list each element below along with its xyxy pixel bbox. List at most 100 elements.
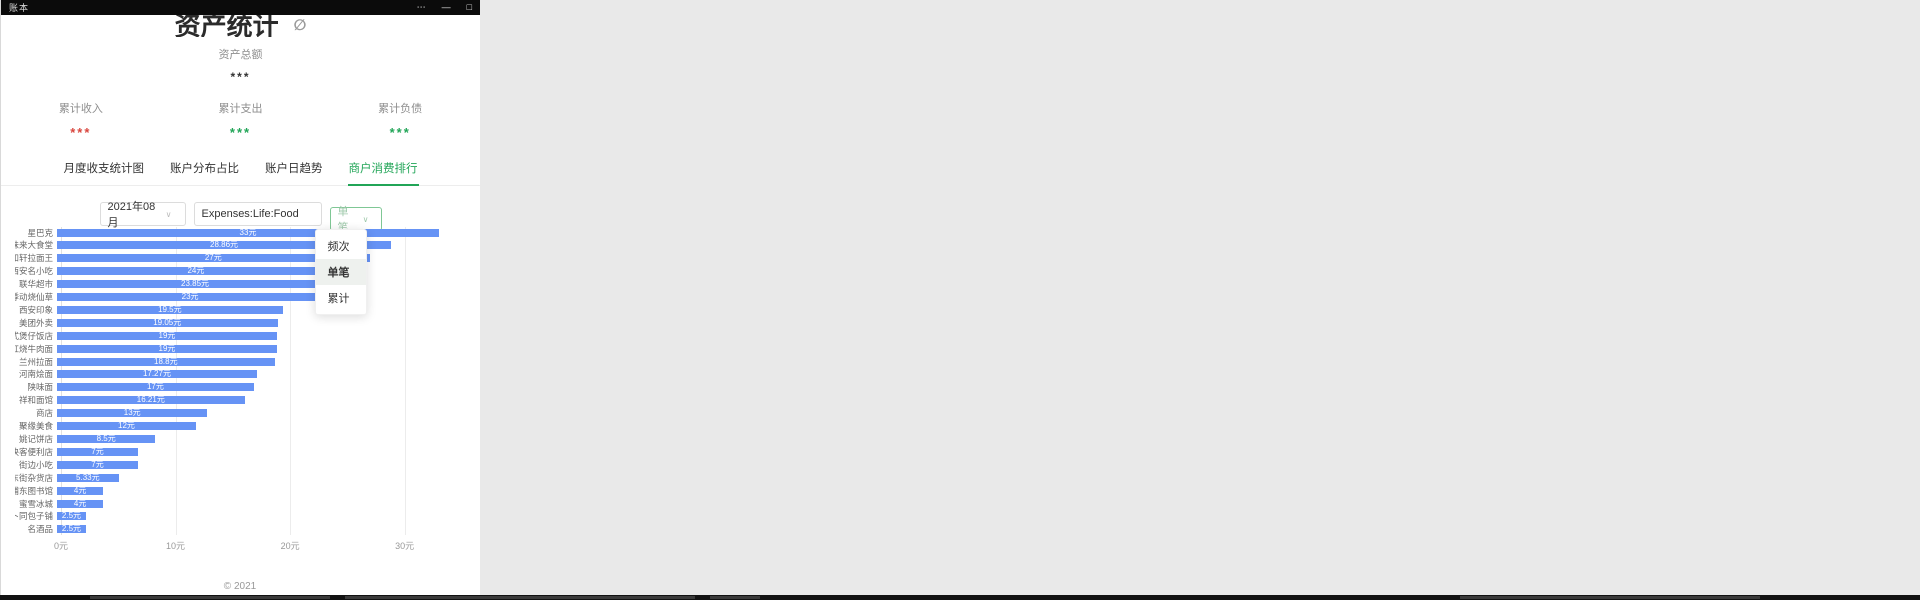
bar-category-label: 好味来大食堂 — [15, 240, 53, 251]
bar: 7元 — [57, 447, 139, 456]
bar-category-label: 东街杂货店 — [15, 472, 53, 483]
window-stats-bars: 账本 ⋯ — □ 资产统计 ∅ 资产总额 *** 累计收入 *** 累计支出 ***… — [0, 0, 480, 595]
bar-category-label: 美团外卖 — [18, 317, 53, 328]
bar-row: 商店 13元 — [15, 408, 439, 419]
summary-label: 累计支出 — [218, 103, 263, 115]
bar-row: 祥和面馆 16.21元 — [15, 395, 439, 406]
taskbar[interactable] — [0, 595, 1920, 600]
bar-chart: 星巴克 33元 好味来大食堂 28.86元 和轩拉面王 27元 西安名小吃 24… — [15, 227, 465, 572]
bar: 23元 — [57, 292, 324, 302]
bar-category-label: 河南烩面 — [18, 369, 53, 380]
bar-row: 和轩拉面王 27元 — [15, 253, 439, 264]
eye-off-icon[interactable]: ∅ — [293, 16, 307, 34]
bar-value-label: 19元 — [158, 330, 176, 340]
window-controls: ⋯ — □ — [417, 0, 472, 15]
bar-row: 美团外卖 19.05元 — [15, 317, 439, 328]
bar-value-label: 28.86元 — [210, 240, 239, 250]
bar-category-label: 联华超市 — [18, 279, 53, 290]
bar: 17元 — [57, 382, 254, 392]
account-filter-input[interactable] — [193, 202, 322, 226]
month-select[interactable]: 2021年08月∨ — [99, 201, 186, 229]
total-assets-label: 资产总额 — [218, 49, 263, 61]
bar-row: 东街杂货店 5.33元 — [15, 472, 439, 483]
bar: 33元 — [57, 228, 439, 237]
window-control-button[interactable]: — — [441, 2, 451, 12]
bar-category-label: 祥和面馆 — [18, 395, 53, 406]
bar-value-label: 18.8元 — [154, 356, 178, 366]
bar-row: 街边小吃 7元 — [15, 459, 439, 470]
window-title: 账本 — [9, 3, 30, 13]
bar: 19.5元 — [57, 305, 283, 314]
bar-row: 西安印象 19.5元 — [15, 304, 439, 315]
bar: 4元 — [57, 499, 104, 508]
bar: 7元 — [57, 459, 139, 469]
tab[interactable]: 月度收支统计图 — [63, 163, 145, 175]
bar: 12元 — [57, 422, 196, 431]
summary-label: 累计收入 — [58, 103, 103, 115]
bar-row: 河南烩面 17.27元 — [15, 369, 439, 380]
bar-row: 红烧牛肉面 19元 — [15, 343, 439, 354]
bar-row: 快客便利店 7元 — [15, 446, 439, 457]
bar-value-label: 7元 — [91, 459, 104, 469]
bar-row: 悸动烧仙草 23元 — [15, 292, 439, 303]
total-assets-value: *** — [230, 70, 251, 84]
dropdown-option[interactable]: 频次 — [327, 241, 350, 253]
bar-category-label: 港式煲仔饭店 — [15, 330, 53, 341]
bar: 4元 — [57, 486, 104, 495]
bar-row: 西安名小吃 24元 — [15, 266, 439, 277]
bar-category-label: 包卜同包子铺 — [15, 511, 53, 522]
bar-value-label: 5.33元 — [76, 472, 100, 482]
bar: 16.21元 — [57, 395, 245, 405]
bar-value-label: 17.27元 — [142, 369, 171, 379]
bar-value-label: 13元 — [123, 408, 141, 418]
bar: 2.5元 — [57, 511, 86, 521]
bar-category-label: 和轩拉面王 — [15, 253, 53, 264]
window-titlebar: 账本 ⋯ — □ — [1, 0, 480, 15]
gridline — [290, 227, 292, 535]
summary-metric: 累计收入 *** — [1, 100, 161, 140]
dropdown-option[interactable]: 单笔 — [315, 259, 366, 285]
x-tick-label: 30元 — [395, 541, 415, 551]
bar-row: 蜜雪冰城 4元 — [15, 498, 439, 509]
bar-value-label: 19元 — [158, 343, 176, 353]
x-tick-label: 10元 — [166, 541, 186, 551]
bar: 19元 — [57, 343, 277, 353]
bar-value-label: 16.21元 — [136, 395, 165, 405]
page-title: 资产统计 ∅ — [174, 15, 307, 37]
copyright: © 2021 — [223, 581, 257, 592]
mode-dropdown-menu: 频次 单笔 累计 — [314, 229, 367, 315]
bar-category-label: 红烧牛肉面 — [15, 343, 53, 354]
bar-row: 联华超市 23.85元 — [15, 279, 439, 290]
bar-value-label: 17元 — [146, 382, 164, 392]
bar-value-label: 24元 — [187, 266, 205, 276]
bar-row: 港式煲仔饭店 19元 — [15, 330, 439, 341]
stats-tabs: 月度收支统计图 账户分布占比 账户日趋势 商户消费排行 — [1, 160, 480, 186]
summary-masked-value: *** — [229, 125, 252, 140]
chevron-down-icon: ∨ — [165, 209, 172, 219]
bar-category-label: 西安印象 — [18, 304, 53, 315]
tab[interactable]: 账户日趋势 — [265, 163, 323, 175]
bar: 19元 — [57, 330, 277, 340]
bar: 24元 — [57, 266, 335, 276]
bar-value-label: 19.05元 — [153, 317, 182, 327]
tab[interactable]: 账户分布占比 — [170, 163, 239, 175]
bar-value-label: 23元 — [181, 292, 199, 302]
bar: 23.85元 — [57, 280, 334, 289]
totals-summary: 累计收入 *** 累计支出 *** 累计负债 *** — [1, 100, 480, 140]
tab[interactable]: 商户消费排行 — [347, 160, 419, 186]
window-control-button[interactable]: □ — [466, 2, 472, 12]
bar-category-label: 浦东图书馆 — [15, 485, 53, 496]
bar-value-label: 2.5元 — [61, 511, 82, 521]
bar-row: 姚记饼店 8.5元 — [15, 434, 439, 445]
bar-row: 兰州拉面 18.8元 — [15, 356, 439, 367]
x-tick-label: 20元 — [280, 541, 300, 551]
bar-category-label: 街边小吃 — [18, 459, 53, 470]
window-control-button[interactable]: ⋯ — [416, 2, 426, 12]
gridline — [175, 227, 177, 535]
bar: 27元 — [57, 254, 370, 263]
dropdown-option[interactable]: 累计 — [327, 293, 350, 305]
x-axis: 0元 10元 20元 30元 — [54, 539, 439, 553]
gridline — [404, 227, 406, 535]
bar: 13元 — [57, 408, 208, 418]
